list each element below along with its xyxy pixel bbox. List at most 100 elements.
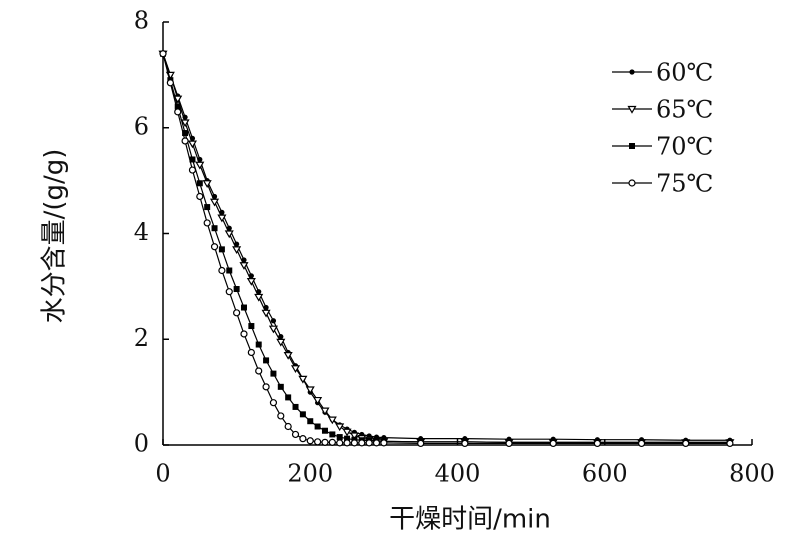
marker	[350, 439, 359, 447]
marker	[629, 143, 635, 149]
marker	[682, 439, 690, 448]
marker	[283, 352, 293, 360]
marker	[344, 435, 351, 442]
series-line	[162, 53, 730, 445]
marker	[270, 370, 277, 377]
marker	[336, 439, 344, 447]
marker	[202, 180, 212, 188]
series-line	[162, 53, 730, 443]
x-tick-label: 0	[155, 460, 170, 488]
x-tick-label: 800	[729, 460, 775, 488]
marker	[189, 156, 196, 163]
marker	[637, 439, 646, 448]
legend-label: 75℃	[656, 170, 713, 198]
y-tick-label: 4	[134, 218, 149, 246]
marker	[182, 130, 189, 137]
marker	[593, 439, 601, 448]
series-line	[162, 53, 730, 441]
marker	[204, 204, 211, 211]
marker	[321, 427, 328, 434]
marker	[246, 277, 256, 286]
marker	[321, 438, 329, 446]
x-tick-label: 200	[287, 460, 333, 488]
marker	[180, 119, 190, 128]
marker	[628, 179, 636, 187]
series-line	[162, 53, 730, 443]
marker	[196, 180, 203, 187]
marker	[365, 439, 373, 447]
marker	[239, 262, 249, 270]
marker	[549, 439, 557, 448]
marker	[248, 323, 255, 330]
legend-label: 65℃	[656, 96, 713, 124]
marker	[299, 435, 307, 443]
x-tick-label: 600	[582, 460, 628, 488]
marker	[299, 411, 306, 418]
marker	[372, 439, 381, 447]
marker	[268, 325, 278, 334]
marker	[233, 309, 241, 317]
marker	[196, 192, 204, 201]
marker	[314, 438, 322, 446]
marker	[255, 341, 262, 348]
marker	[209, 198, 220, 207]
marker	[240, 304, 247, 311]
marker	[270, 318, 277, 324]
marker	[187, 140, 197, 149]
marker	[291, 430, 300, 439]
marker	[262, 383, 270, 391]
marker	[314, 423, 321, 430]
marker	[306, 437, 314, 445]
marker	[349, 432, 359, 441]
legend-label: 70℃	[656, 133, 713, 161]
x-axis-label: 干燥时间/min	[389, 505, 551, 535]
marker	[233, 286, 240, 293]
marker	[290, 365, 301, 374]
marker	[284, 422, 292, 431]
marker	[358, 439, 366, 447]
y-tick-label: 2	[134, 324, 149, 352]
marker	[181, 137, 189, 145]
marker	[276, 338, 286, 347]
marker	[188, 166, 197, 174]
marker	[505, 439, 513, 448]
marker	[305, 386, 315, 395]
marker	[174, 108, 182, 116]
marker	[159, 50, 167, 58]
marker	[292, 403, 299, 410]
marker	[224, 230, 234, 239]
marker	[210, 243, 219, 251]
marker	[313, 396, 323, 405]
marker	[629, 69, 635, 75]
marker	[342, 428, 352, 437]
marker	[298, 375, 308, 384]
marker	[226, 267, 233, 274]
marker	[328, 438, 336, 446]
marker	[343, 439, 351, 447]
marker	[307, 418, 314, 425]
marker	[327, 416, 337, 425]
marker	[225, 288, 233, 296]
marker	[285, 394, 292, 401]
marker	[211, 225, 218, 232]
marker	[335, 423, 345, 432]
marker	[254, 293, 264, 302]
marker	[218, 266, 226, 275]
marker	[320, 407, 330, 416]
marker	[461, 439, 469, 448]
marker	[166, 79, 174, 87]
marker	[277, 383, 284, 390]
marker	[203, 219, 211, 227]
legend-label: 60℃	[656, 59, 713, 87]
marker	[232, 246, 242, 255]
marker	[174, 103, 181, 110]
y-tick-label: 8	[134, 7, 149, 35]
y-tick-label: 6	[134, 112, 149, 140]
marker	[247, 348, 255, 357]
marker	[263, 357, 270, 364]
y-axis-label: 水分含量/(g/g)	[40, 149, 70, 324]
marker	[261, 309, 271, 318]
marker	[277, 412, 285, 420]
marker	[195, 161, 205, 170]
